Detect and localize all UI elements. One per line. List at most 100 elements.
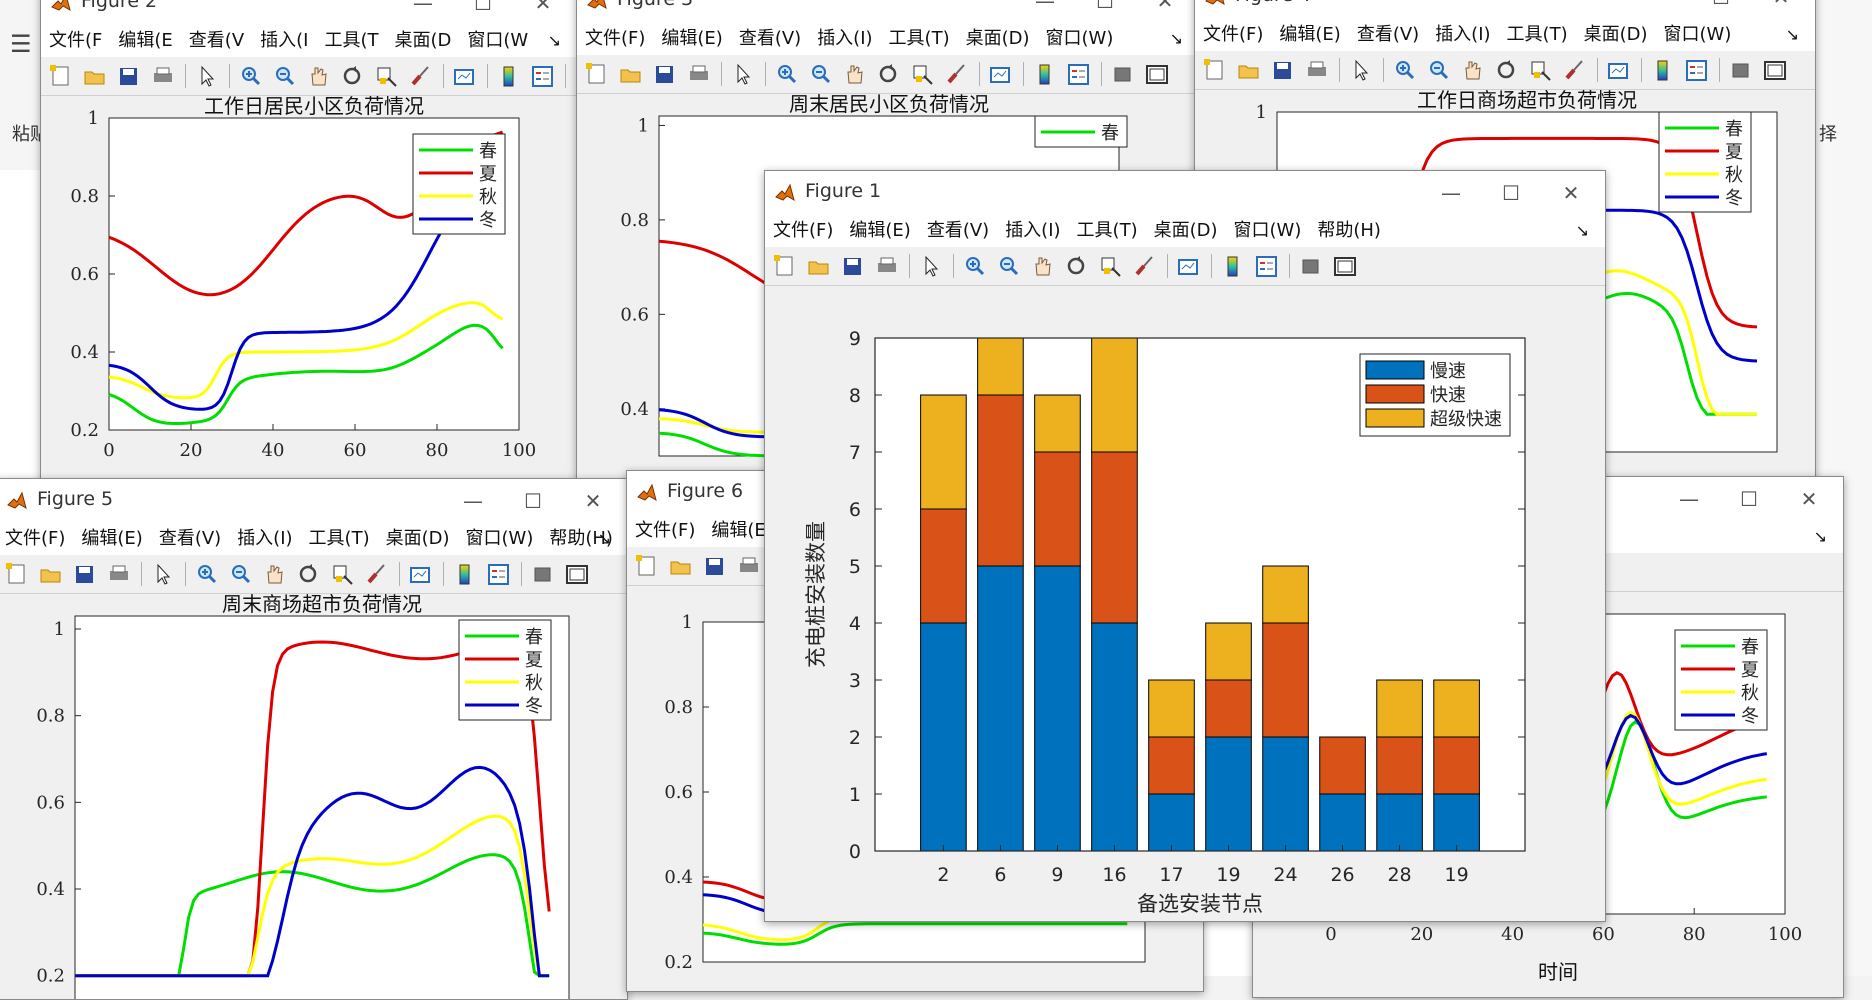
brush-icon[interactable]	[363, 562, 389, 586]
new-file-icon[interactable]	[633, 554, 659, 578]
data-cursor-icon[interactable]	[1527, 58, 1553, 82]
menu-item[interactable]: 桌面(D	[394, 30, 452, 51]
close-button[interactable]: ✕	[1800, 487, 1818, 511]
menu-item[interactable]: 窗口(W)	[1663, 24, 1732, 45]
rotate-icon[interactable]	[339, 64, 365, 88]
figure-1-window[interactable]: Figure 1 — ☐ ✕ 文件(F) 编辑(E) 查看(V) 插入(I) 工具(T) 桌面(D…	[764, 170, 1606, 922]
hide-plot-tools-icon[interactable]	[1727, 58, 1753, 82]
chart-axes[interactable]	[874, 337, 1526, 852]
menu-item[interactable]: 帮助(H)	[1317, 220, 1381, 241]
pan-icon[interactable]	[261, 562, 287, 586]
menu-item[interactable]: 帮助(H)	[549, 528, 613, 549]
bar-chart[interactable]: 2 6 9 16 17 19 24 26 28 190123456789备选安装节点充电桩安装数量…	[765, 286, 1605, 921]
menu-item[interactable]: 插入(I)	[1435, 24, 1491, 45]
colorbar-icon[interactable]	[1219, 254, 1245, 278]
zoom-in-icon[interactable]	[1391, 58, 1417, 82]
bar-segment-super-fast[interactable]	[1433, 679, 1480, 738]
menu-item[interactable]: 插入(I)	[237, 528, 293, 549]
minimize-button[interactable]: —	[463, 489, 483, 513]
data-cursor-icon[interactable]	[329, 562, 355, 586]
close-button[interactable]: ✕	[584, 489, 602, 513]
save-icon[interactable]	[701, 554, 727, 578]
print-icon[interactable]	[873, 254, 899, 278]
menu-item[interactable]: 插入(I)	[1005, 220, 1061, 241]
bar-segment-fast[interactable]	[1148, 736, 1195, 795]
select-label[interactable]: 择	[1819, 124, 1837, 145]
minimize-button[interactable]: —	[413, 0, 433, 15]
print-icon[interactable]	[1303, 58, 1329, 82]
brush-icon[interactable]	[1561, 58, 1587, 82]
maximize-button[interactable]: ☐	[524, 489, 542, 513]
rotate-icon[interactable]	[295, 562, 321, 586]
data-cursor-icon[interactable]	[1097, 254, 1123, 278]
bar-segment-fast[interactable]	[977, 394, 1024, 567]
minimize-button[interactable]: —	[1631, 0, 1691, 13]
close-button[interactable]: ✕	[534, 0, 552, 15]
maximize-button[interactable]: ☐	[1691, 0, 1751, 13]
save-icon[interactable]	[115, 64, 141, 88]
menu-item[interactable]: 桌面(D)	[1583, 24, 1648, 45]
minimize-button[interactable]: —	[1441, 181, 1461, 205]
paste-label[interactable]: 粘贴	[12, 124, 48, 145]
menu-item[interactable]: 查看(V)	[926, 220, 990, 241]
pointer-icon[interactable]	[729, 62, 755, 86]
bar-segment-slow[interactable]	[1319, 793, 1366, 852]
open-file-icon[interactable]	[1235, 58, 1261, 82]
menu-item[interactable]: 工具(T	[324, 30, 379, 51]
minimize-button[interactable]: —	[1679, 487, 1699, 511]
menu-item[interactable]: 工具(T)	[1506, 24, 1568, 45]
menu-item[interactable]: 查看(V)	[738, 28, 802, 49]
zoom-out-icon[interactable]	[995, 254, 1021, 278]
link-plot-icon[interactable]	[407, 562, 433, 586]
bar-segment-super-fast[interactable]	[1205, 622, 1252, 681]
bar-segment-slow[interactable]	[1034, 565, 1081, 852]
bar-segment-slow[interactable]	[1091, 622, 1138, 852]
dock-arrow-icon[interactable]: ↘	[1575, 221, 1589, 240]
legend-icon[interactable]	[529, 64, 555, 88]
menu-item[interactable]: 文件(F)	[635, 520, 696, 541]
new-file-icon[interactable]	[1201, 58, 1227, 82]
brush-icon[interactable]	[1131, 254, 1157, 278]
open-file-icon[interactable]	[617, 62, 643, 86]
zoom-in-icon[interactable]	[193, 562, 219, 586]
pointer-icon[interactable]	[1347, 58, 1373, 82]
maximize-button[interactable]: ☐	[474, 0, 492, 15]
zoom-out-icon[interactable]	[1425, 58, 1451, 82]
bar-segment-slow[interactable]	[1148, 793, 1195, 852]
dock-arrow-icon[interactable]: ↘	[597, 529, 611, 548]
pan-icon[interactable]	[1029, 254, 1055, 278]
bar-segment-fast[interactable]	[1034, 451, 1081, 567]
open-file-icon[interactable]	[81, 64, 107, 88]
bar-segment-fast[interactable]	[1091, 451, 1138, 624]
hide-plot-tools-icon[interactable]	[1297, 254, 1323, 278]
bar-segment-fast[interactable]	[920, 508, 967, 624]
save-icon[interactable]	[1269, 58, 1295, 82]
new-file-icon[interactable]	[3, 562, 29, 586]
zoom-out-icon[interactable]	[807, 62, 833, 86]
bar-segment-super-fast[interactable]	[1034, 394, 1081, 453]
show-plot-tools-icon[interactable]	[1143, 62, 1169, 86]
close-button[interactable]: ✕	[1156, 0, 1174, 13]
brush-icon[interactable]	[407, 64, 433, 88]
print-icon[interactable]	[735, 554, 761, 578]
menu-item[interactable]: 窗口(W	[467, 30, 529, 51]
bar-segment-super-fast[interactable]	[1148, 679, 1195, 738]
print-icon[interactable]	[685, 62, 711, 86]
link-plot-icon[interactable]	[987, 62, 1013, 86]
open-file-icon[interactable]	[37, 562, 63, 586]
save-icon[interactable]	[71, 562, 97, 586]
bar-segment-fast[interactable]	[1205, 679, 1252, 738]
save-icon[interactable]	[839, 254, 865, 278]
menu-item[interactable]: 编辑(E)	[849, 220, 911, 241]
menu-item[interactable]: 窗口(W)	[1045, 28, 1114, 49]
print-icon[interactable]	[105, 562, 131, 586]
colorbar-icon[interactable]	[451, 562, 477, 586]
legend-icon[interactable]	[1253, 254, 1279, 278]
menu-item[interactable]: 编辑(E)	[81, 528, 143, 549]
save-icon[interactable]	[651, 62, 677, 86]
menu-item[interactable]: 查看(V)	[158, 528, 222, 549]
show-plot-tools-icon[interactable]	[1761, 58, 1787, 82]
show-plot-tools-icon[interactable]	[1331, 254, 1357, 278]
